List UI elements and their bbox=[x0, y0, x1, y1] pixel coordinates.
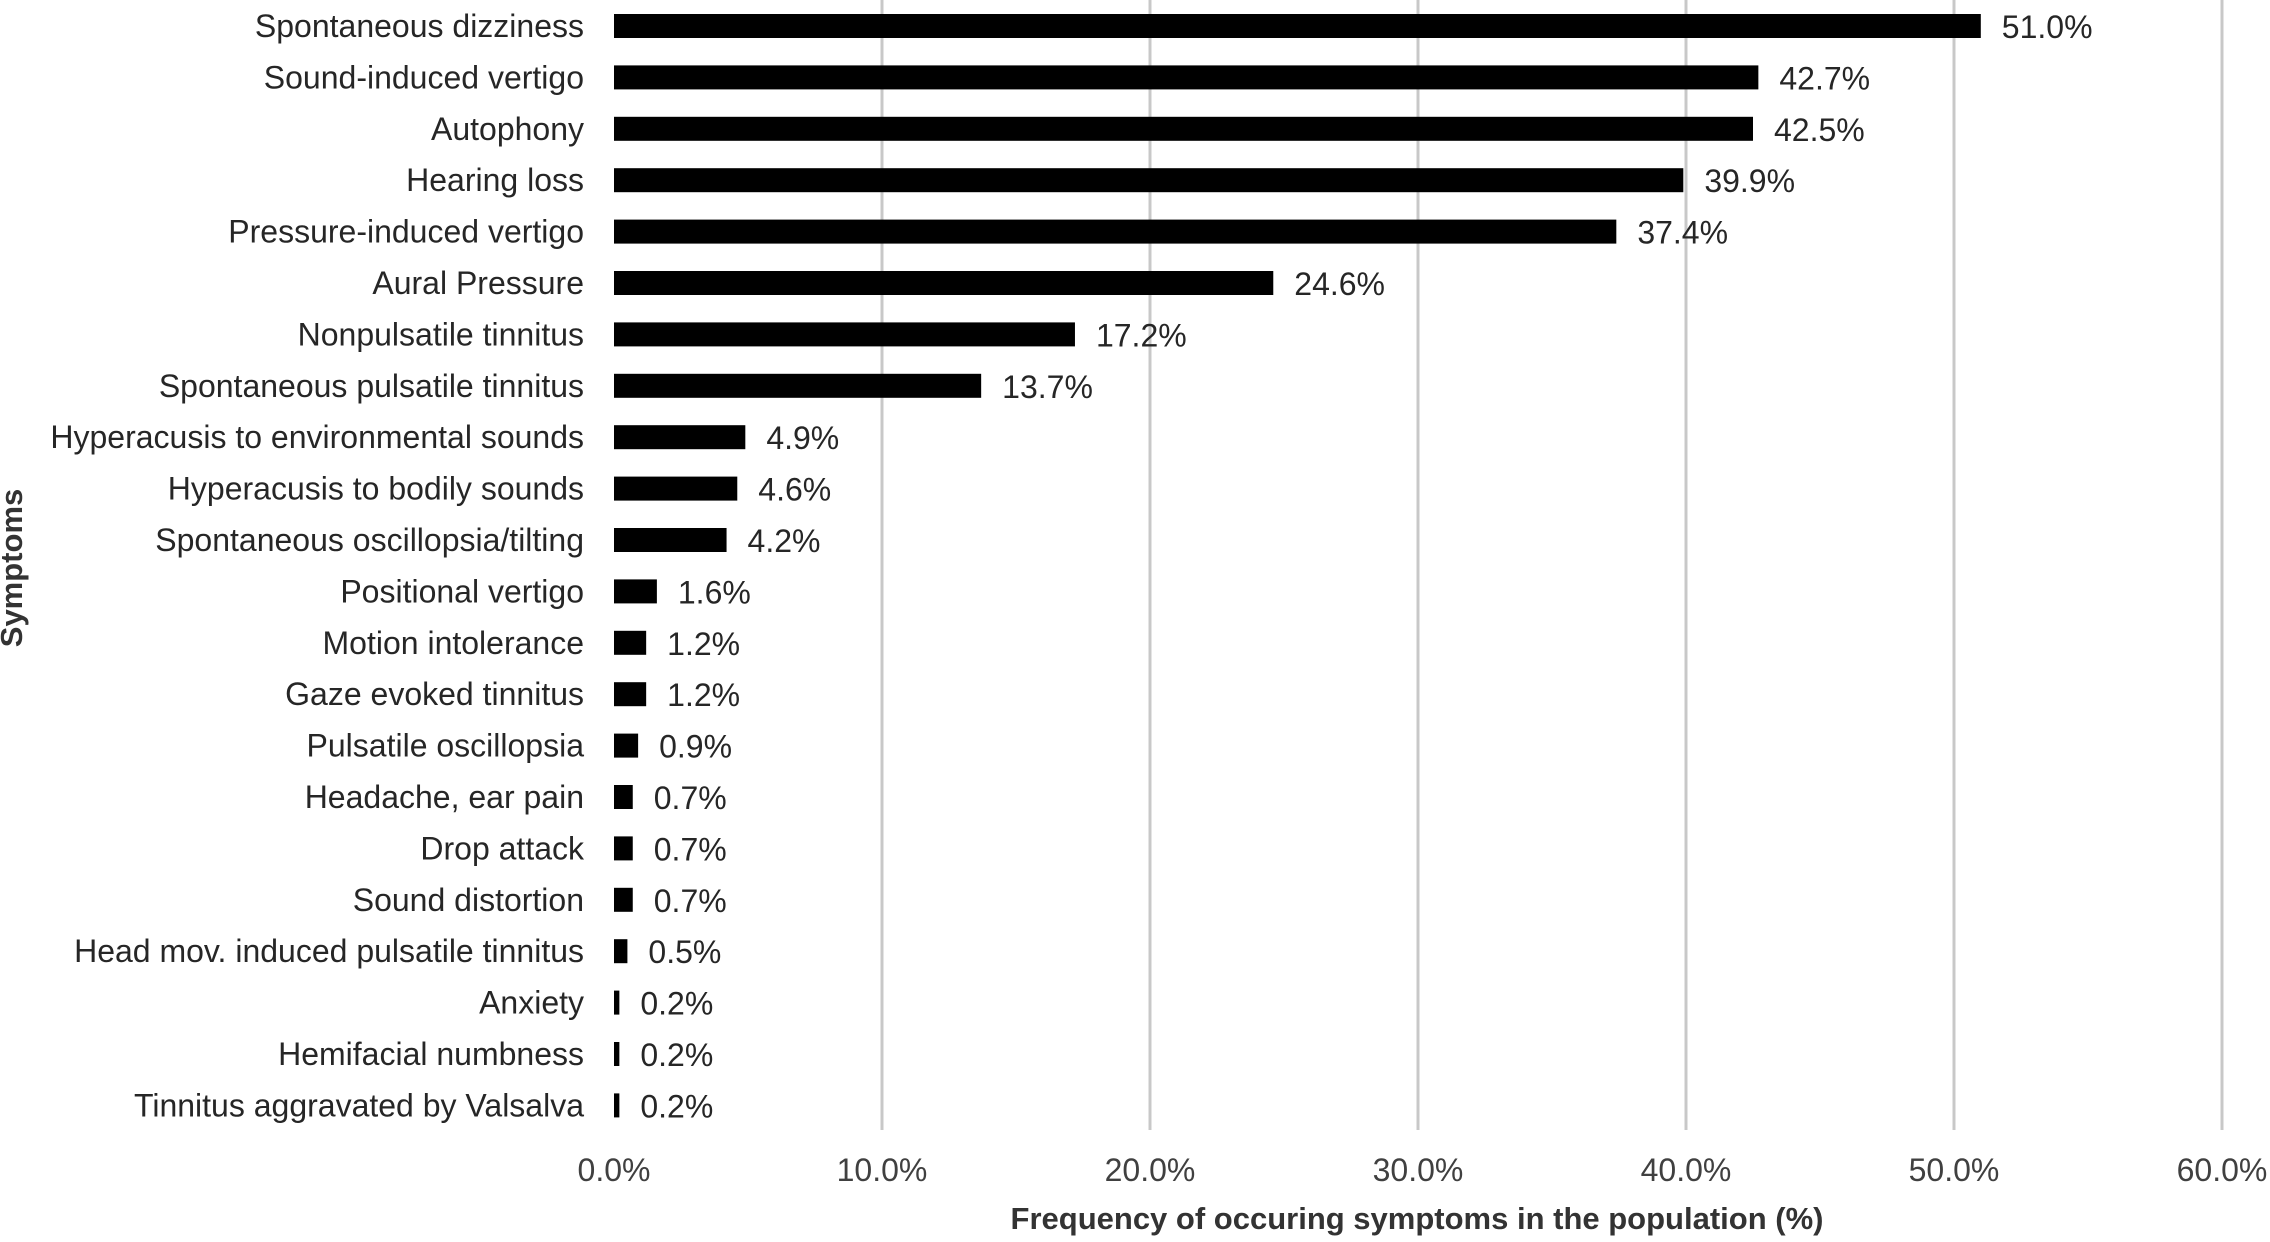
bar bbox=[614, 1093, 620, 1118]
data-label: 1.2% bbox=[667, 626, 740, 662]
data-label: 24.6% bbox=[1294, 266, 1385, 302]
x-tick-label: 30.0% bbox=[1373, 1152, 1464, 1188]
data-label: 42.7% bbox=[1779, 60, 1870, 96]
data-label: 0.7% bbox=[654, 780, 727, 816]
data-label: 0.2% bbox=[640, 986, 713, 1022]
category-label: Autophony bbox=[431, 111, 584, 147]
category-label: Gaze evoked tinnitus bbox=[285, 676, 584, 712]
category-label: Spontaneous dizziness bbox=[255, 8, 584, 44]
x-tick-labels: 0.0% 10.0% 20.0% 30.0% 40.0% 50.0% 60.0% bbox=[578, 1152, 2268, 1188]
bar bbox=[614, 14, 1981, 38]
category-label: Pressure-induced vertigo bbox=[228, 214, 584, 250]
category-label: Tinnitus aggravated by Valsalva bbox=[134, 1087, 584, 1123]
data-label: 4.2% bbox=[748, 523, 821, 559]
bar bbox=[614, 116, 1753, 141]
bar bbox=[614, 887, 633, 912]
data-label: 39.9% bbox=[1704, 163, 1795, 199]
data-label: 37.4% bbox=[1637, 215, 1728, 251]
bar bbox=[614, 271, 1274, 295]
bar bbox=[614, 836, 633, 861]
bar bbox=[614, 579, 657, 604]
data-label: 17.2% bbox=[1096, 317, 1187, 353]
category-label: Nonpulsatile tinnitus bbox=[298, 316, 584, 352]
category-label: Pulsatile oscillopsia bbox=[307, 728, 585, 764]
data-label: 42.5% bbox=[1774, 112, 1865, 148]
bar bbox=[614, 785, 633, 809]
data-label: 0.2% bbox=[640, 1088, 713, 1124]
x-tick-label: 40.0% bbox=[1641, 1152, 1732, 1188]
data-label: 0.9% bbox=[659, 729, 732, 765]
category-label: Head mov. induced pulsatile tinnitus bbox=[74, 933, 584, 969]
category-label: Hearing loss bbox=[406, 162, 584, 198]
category-label: Aural Pressure bbox=[372, 265, 584, 301]
bar bbox=[614, 425, 746, 450]
category-label: Hyperacusis to environmental sounds bbox=[50, 419, 584, 455]
bars bbox=[614, 14, 1981, 1118]
bar bbox=[614, 322, 1075, 347]
data-label: 13.7% bbox=[1002, 369, 1093, 405]
category-labels: Spontaneous dizziness Sound-induced verti… bbox=[50, 8, 585, 1123]
data-label: 4.9% bbox=[766, 420, 839, 456]
data-label: 0.7% bbox=[654, 831, 727, 867]
data-label: 0.2% bbox=[640, 1037, 713, 1073]
category-label: Headache, ear pain bbox=[305, 779, 584, 815]
category-label: Spontaneous oscillopsia/tilting bbox=[155, 522, 584, 558]
bar bbox=[614, 939, 628, 964]
category-label: Hyperacusis to bodily sounds bbox=[168, 471, 584, 507]
category-label: Hemifacial numbness bbox=[278, 1036, 584, 1072]
category-label: Motion intolerance bbox=[323, 625, 584, 661]
data-label: 4.6% bbox=[758, 472, 831, 508]
x-tick-label: 10.0% bbox=[837, 1152, 928, 1188]
x-tick-label: 50.0% bbox=[1909, 1152, 2000, 1188]
bar bbox=[614, 733, 639, 758]
data-label: 0.5% bbox=[648, 934, 721, 970]
y-axis-title: Symptoms bbox=[0, 489, 29, 647]
category-label: Anxiety bbox=[479, 985, 584, 1021]
data-label: 0.7% bbox=[654, 883, 727, 919]
bar bbox=[614, 168, 1684, 193]
x-tick-label: 0.0% bbox=[578, 1152, 651, 1188]
bar bbox=[614, 1042, 620, 1066]
bar bbox=[614, 65, 1759, 90]
category-label: Drop attack bbox=[420, 830, 585, 866]
bar bbox=[614, 219, 1617, 244]
bar bbox=[614, 630, 647, 655]
category-label: Spontaneous pulsatile tinnitus bbox=[159, 368, 584, 404]
category-label: Positional vertigo bbox=[340, 573, 584, 609]
bar bbox=[614, 990, 620, 1015]
bar bbox=[614, 682, 647, 707]
x-axis-title: Frequency of occuring symptoms in the po… bbox=[1011, 1201, 1824, 1236]
bar bbox=[614, 528, 727, 552]
data-label: 1.6% bbox=[678, 574, 751, 610]
data-label: 1.2% bbox=[667, 677, 740, 713]
bar bbox=[614, 373, 982, 398]
x-tick-label: 60.0% bbox=[2177, 1152, 2268, 1188]
category-label: Sound-induced vertigo bbox=[264, 59, 584, 95]
data-label: 51.0% bbox=[2002, 9, 2093, 45]
category-label: Sound distortion bbox=[353, 882, 584, 918]
x-tick-label: 20.0% bbox=[1105, 1152, 1196, 1188]
value-labels: 51.0% 42.7% 42.5% 39.9% 37.4% 24.6% 17.2%13.7%… bbox=[640, 9, 2092, 1124]
bar bbox=[614, 476, 738, 501]
